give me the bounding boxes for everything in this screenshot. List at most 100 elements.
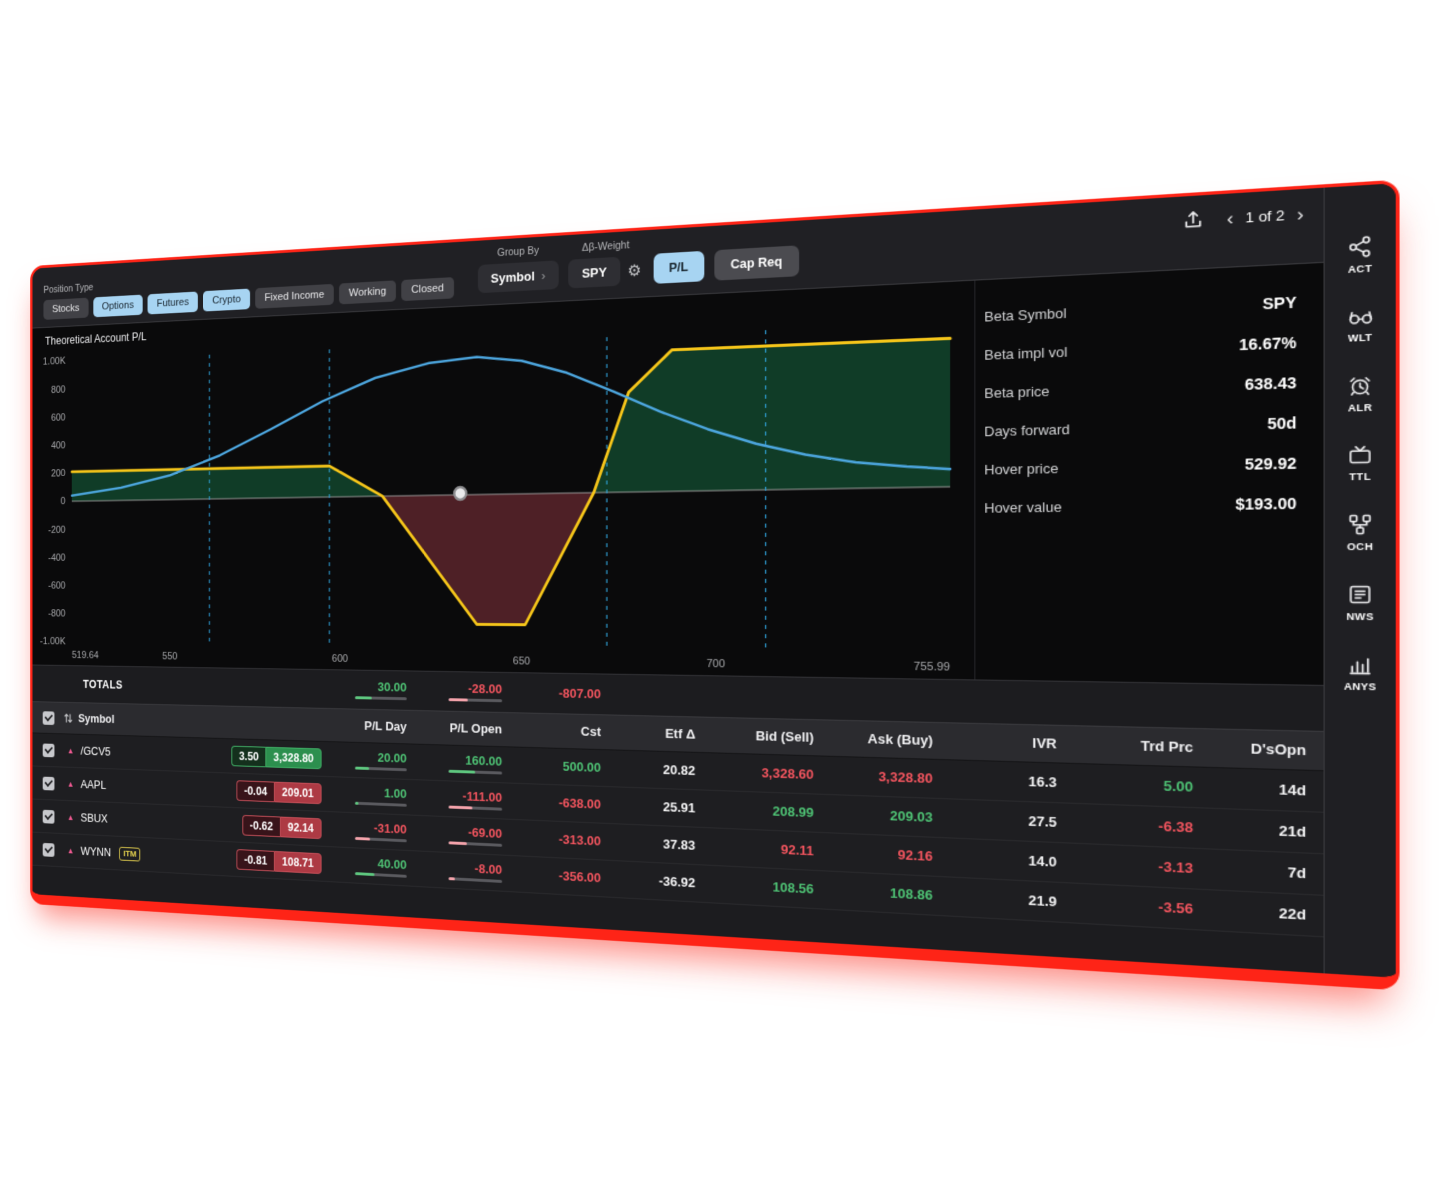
- column-header-dsopn[interactable]: D'sOpn: [1250, 739, 1307, 758]
- x-tick-label: 700: [707, 658, 725, 671]
- cell-pl_day: 1.00: [330, 784, 419, 808]
- symbol-name: WYNN: [80, 844, 112, 860]
- position-type-chip-closed[interactable]: Closed: [401, 277, 454, 302]
- y-tick-label: -600: [48, 581, 65, 592]
- cell-etf_delta: -36.92: [658, 872, 696, 890]
- x-tick-label: 755.99: [914, 660, 950, 673]
- info-row-beta-impl-vol: Beta impl vol 16.67%: [984, 334, 1296, 363]
- beta-info-panel: Beta Symbol SPY Beta impl vol 16.67% Beta pr…: [974, 262, 1324, 685]
- column-header-symbol[interactable]: Symbol: [64, 712, 330, 732]
- column-header-ivr[interactable]: IVR: [1032, 734, 1057, 752]
- column-header-pl_day[interactable]: P/L Day: [364, 717, 407, 734]
- sidebar-item-label: WLT: [1347, 331, 1373, 344]
- alarm-clock-icon: [1347, 373, 1373, 398]
- chart-fill-loss-zone: [382, 492, 594, 626]
- sidebar-item-nws[interactable]: NWS: [1346, 583, 1374, 623]
- triangle-up-icon: ▲: [67, 746, 75, 756]
- cap-req-toggle-button[interactable]: Cap Req: [714, 245, 799, 281]
- sidebar-item-och[interactable]: OCH: [1347, 513, 1373, 553]
- column-header-cst[interactable]: Cst: [580, 723, 601, 739]
- triangle-up-icon: ▲: [67, 845, 75, 856]
- sidebar-item-anys[interactable]: ANYS: [1344, 653, 1376, 693]
- row-checkbox-gcv5[interactable]: [42, 743, 55, 757]
- y-tick-label: 400: [51, 440, 65, 451]
- mini-bar: [354, 802, 407, 808]
- price-badge[interactable]: -0.62 92.14: [242, 814, 322, 840]
- price-badge[interactable]: -0.04 209.01: [236, 780, 322, 805]
- column-header-ask[interactable]: Ask (Buy): [867, 730, 933, 748]
- sort-icon: [64, 713, 73, 724]
- sidebar-item-ttl[interactable]: TTL: [1347, 444, 1373, 483]
- tv-icon: [1347, 444, 1373, 467]
- beta-weight-label: Δβ-Weight: [581, 239, 630, 255]
- symbol-name: AAPL: [80, 778, 107, 792]
- sidebar-item-alr[interactable]: ALR: [1347, 373, 1373, 414]
- org-chart-icon: [1347, 513, 1373, 537]
- row-checkbox-aapl[interactable]: [42, 776, 55, 791]
- row-checkbox-sbux[interactable]: [42, 809, 55, 824]
- y-tick-label: -400: [48, 552, 65, 563]
- totals-pl-day: 30.00: [330, 679, 419, 701]
- mini-bar: [354, 696, 407, 701]
- column-header-trd_prc[interactable]: Trd Prc: [1140, 737, 1194, 755]
- info-value: 529.92: [1244, 454, 1297, 474]
- sidebar-item-wlt[interactable]: WLT: [1346, 304, 1373, 344]
- position-type-chip-options[interactable]: Options: [92, 294, 143, 318]
- info-value: $193.00: [1235, 494, 1297, 514]
- prev-page-button[interactable]: ‹: [1226, 207, 1234, 229]
- row-checkbox-wynn[interactable]: [42, 842, 55, 857]
- price-badge[interactable]: -0.81 108.71: [236, 849, 322, 875]
- beta-weight-value: SPY: [581, 264, 607, 281]
- glasses-icon: [1346, 304, 1373, 328]
- group-by-select[interactable]: Symbol ›: [477, 260, 559, 294]
- sidebar-item-label: ACT: [1347, 262, 1373, 276]
- day-change-value: -0.81: [236, 849, 275, 872]
- chevron-right-icon: ›: [541, 267, 546, 283]
- info-value: SPY: [1262, 293, 1297, 313]
- column-header-etf_delta[interactable]: Etf Δ: [665, 725, 696, 742]
- mini-bar: [354, 767, 407, 772]
- last-price-value: 209.01: [274, 781, 322, 805]
- chart-area: Theoretical Account P/L 1.00K 800 600 400 20…: [32, 281, 974, 680]
- mini-bar: [448, 806, 503, 812]
- mini-bar: [448, 698, 503, 703]
- x-tick-label: 600: [332, 653, 348, 665]
- trading-platform-window: Position Type Stocks Options Futures Crypto…: [30, 179, 1400, 991]
- pagination: ‹ 1 of 2 ›: [1226, 202, 1304, 229]
- chart-hover-handle[interactable]: [454, 487, 466, 500]
- position-type-chip-fixed-income[interactable]: Fixed Income: [255, 283, 334, 309]
- position-type-chip-crypto[interactable]: Crypto: [203, 288, 251, 312]
- sidebar-item-act[interactable]: ACT: [1347, 234, 1373, 275]
- cell-bid: 108.56: [772, 878, 814, 897]
- column-header-pl_open[interactable]: P/L Open: [449, 719, 503, 736]
- position-type-chip-working[interactable]: Working: [339, 280, 396, 305]
- chart-section: Theoretical Account P/L 1.00K 800 600 400 20…: [32, 261, 1324, 687]
- price-badge[interactable]: 3.50 3,328.80: [231, 745, 322, 770]
- cell-pl_open: -69.00: [419, 823, 515, 848]
- cell-dsopn: 7d: [1287, 863, 1307, 882]
- info-value: 50d: [1267, 414, 1297, 433]
- gear-icon[interactable]: ⚙: [625, 260, 643, 281]
- cell-dsopn: 22d: [1278, 904, 1307, 923]
- column-header-bid[interactable]: Bid (Sell): [755, 727, 814, 745]
- y-tick-label: 0: [61, 496, 66, 507]
- export-icon[interactable]: [1182, 208, 1206, 231]
- day-change-value: 3.50: [231, 745, 266, 768]
- position-type-chip-stocks[interactable]: Stocks: [43, 297, 89, 320]
- info-value: 16.67%: [1239, 333, 1297, 354]
- beta-weight-select[interactable]: SPY: [568, 256, 621, 289]
- next-page-button[interactable]: ›: [1296, 202, 1304, 225]
- page-indicator: 1 of 2: [1245, 206, 1285, 226]
- cell-ask: 108.86: [889, 884, 933, 903]
- cell-ask: 92.16: [897, 846, 933, 864]
- y-tick-label: 800: [51, 384, 65, 395]
- pl-toggle-button[interactable]: P/L: [653, 250, 705, 284]
- cell-trd_prc: -3.56: [1158, 898, 1194, 917]
- position-type-chip-futures[interactable]: Futures: [147, 291, 199, 315]
- select-all-checkbox[interactable]: [42, 710, 55, 725]
- triangle-up-icon: ▲: [67, 812, 75, 822]
- theoretical-pl-chart[interactable]: 1.00K 800 600 400 200 0 -200 -400 -600 -800 -1.00K…: [37, 306, 974, 677]
- info-row-hover-price: Hover price 529.92: [984, 454, 1296, 477]
- sidebar-item-label: NWS: [1346, 610, 1374, 623]
- symbol-name: /GCV5: [80, 744, 111, 759]
